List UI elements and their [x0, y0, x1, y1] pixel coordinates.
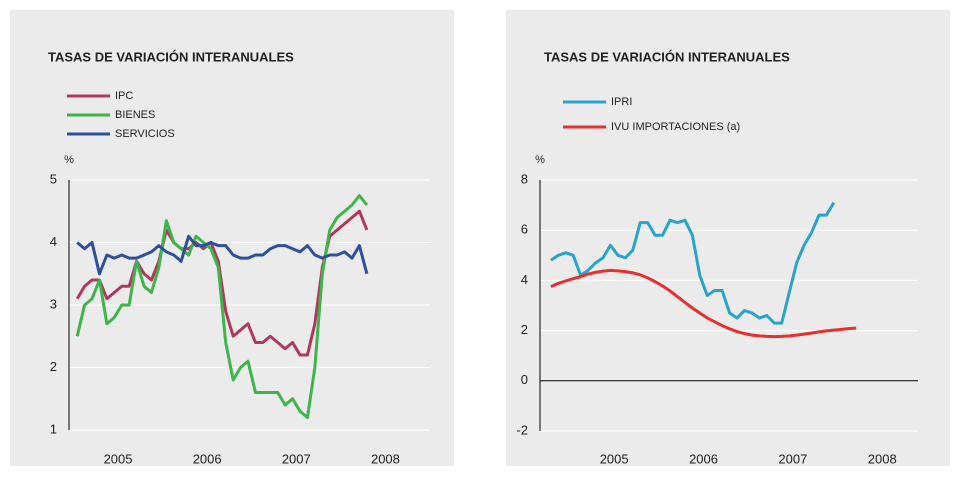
series-line — [75, 194, 369, 419]
y-axis-label: % — [535, 154, 545, 166]
legend-label: IPC — [115, 90, 133, 102]
x-tick-label: 2007 — [778, 452, 807, 467]
legend-label: IPRI — [611, 96, 632, 108]
y-tick-label: 3 — [50, 296, 57, 311]
series-line — [75, 209, 369, 357]
x-tick-label: 2008 — [371, 452, 400, 467]
x-tick-label: 2005 — [600, 452, 629, 467]
y-tick-label: 0 — [521, 372, 528, 387]
y-tick-label: 8 — [521, 171, 528, 186]
x-tick-label: 2007 — [282, 452, 311, 467]
series-line — [550, 268, 857, 339]
panel — [506, 10, 950, 466]
series-line — [76, 234, 369, 276]
x-tick-label: 2008 — [868, 452, 897, 467]
y-axis-label: % — [64, 154, 74, 166]
y-tick-label: 4 — [50, 234, 57, 249]
series-line — [550, 201, 836, 325]
legend-label: IVU IMPORTACIONES (a) — [611, 121, 740, 133]
panel — [10, 10, 454, 466]
y-tick-label: 4 — [521, 272, 528, 287]
y-tick-label: 6 — [521, 222, 528, 237]
x-tick-label: 2006 — [193, 452, 222, 467]
chart-title: TASAS DE VARIACIÓN INTERANUALES — [48, 49, 294, 64]
legend-label: BIENES — [115, 109, 155, 121]
x-tick-label: 2005 — [104, 452, 133, 467]
y-tick-label: 1 — [50, 421, 57, 436]
legend-label: SERVICIOS — [115, 128, 175, 140]
y-tick-label: 2 — [521, 322, 528, 337]
y-tick-label: -2 — [516, 422, 528, 437]
x-tick-label: 2006 — [689, 452, 718, 467]
y-tick-label: 5 — [50, 171, 57, 186]
y-tick-label: 2 — [50, 359, 57, 374]
chart-title: TASAS DE VARIACIÓN INTERANUALES — [544, 49, 790, 64]
